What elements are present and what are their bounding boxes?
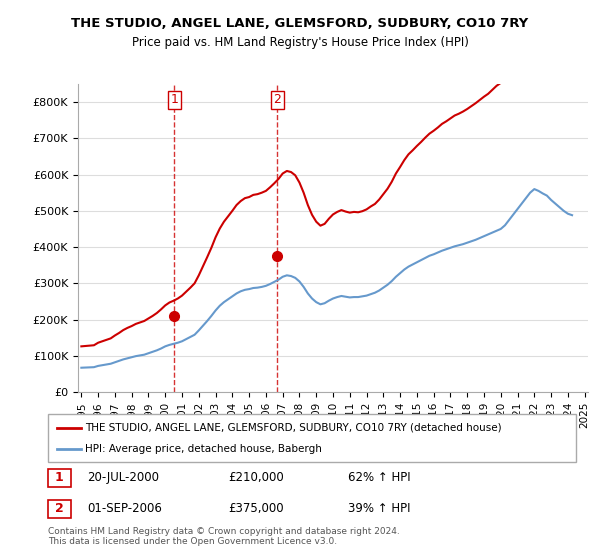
Text: 01-SEP-2006: 01-SEP-2006 [87,502,162,515]
Text: THE STUDIO, ANGEL LANE, GLEMSFORD, SUDBURY, CO10 7RY: THE STUDIO, ANGEL LANE, GLEMSFORD, SUDBU… [71,17,529,30]
Text: £375,000: £375,000 [228,502,284,515]
Text: 2: 2 [273,94,281,106]
Text: 1: 1 [170,94,178,106]
Text: 2: 2 [55,502,64,515]
Text: Contains HM Land Registry data © Crown copyright and database right 2024.
This d: Contains HM Land Registry data © Crown c… [48,526,400,546]
Text: 39% ↑ HPI: 39% ↑ HPI [348,502,410,515]
Text: £210,000: £210,000 [228,472,284,484]
Text: 1: 1 [55,472,64,484]
Text: 62% ↑ HPI: 62% ↑ HPI [348,472,410,484]
Text: 20-JUL-2000: 20-JUL-2000 [87,472,159,484]
Text: THE STUDIO, ANGEL LANE, GLEMSFORD, SUDBURY, CO10 7RY (detached house): THE STUDIO, ANGEL LANE, GLEMSFORD, SUDBU… [85,423,502,433]
Text: HPI: Average price, detached house, Babergh: HPI: Average price, detached house, Babe… [85,444,322,454]
Text: Price paid vs. HM Land Registry's House Price Index (HPI): Price paid vs. HM Land Registry's House … [131,36,469,49]
